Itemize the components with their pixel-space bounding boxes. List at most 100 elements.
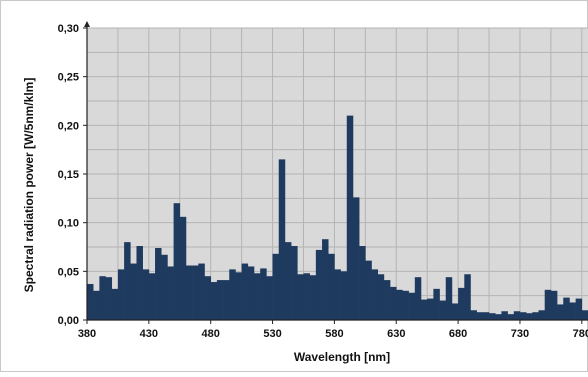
bar xyxy=(210,282,218,320)
bars-layer xyxy=(87,115,588,320)
bar xyxy=(439,300,447,320)
bar xyxy=(383,280,391,320)
bar xyxy=(501,311,508,320)
bar xyxy=(148,273,156,320)
bar xyxy=(173,203,181,320)
bar xyxy=(155,247,162,320)
bar xyxy=(161,254,168,320)
bar xyxy=(563,297,570,320)
bar xyxy=(272,253,280,320)
bar xyxy=(365,260,372,320)
bar xyxy=(544,289,552,320)
bar xyxy=(322,239,329,320)
bar xyxy=(581,310,588,320)
y-tick-label: 0,30 xyxy=(58,23,79,35)
x-tick-label: 730 xyxy=(511,328,529,340)
bar xyxy=(167,266,174,320)
bar xyxy=(458,287,465,320)
bar xyxy=(241,263,249,320)
bar xyxy=(390,286,397,320)
bar xyxy=(513,311,521,320)
bar xyxy=(309,275,317,320)
bar xyxy=(254,273,261,320)
bar xyxy=(229,269,236,320)
x-tick-label: 480 xyxy=(202,328,220,340)
x-tick-label: 580 xyxy=(325,328,343,340)
bar xyxy=(346,115,354,320)
bar xyxy=(278,159,286,320)
y-tick-label: 0,00 xyxy=(58,315,79,327)
bar xyxy=(377,274,385,320)
x-axis-title: Wavelength [nm] xyxy=(294,350,390,364)
bar xyxy=(532,312,539,320)
bar xyxy=(124,242,131,320)
bar xyxy=(408,292,416,320)
bar xyxy=(402,290,409,320)
bar xyxy=(179,216,187,320)
x-tick-label: 530 xyxy=(263,328,281,340)
bar xyxy=(433,288,440,320)
y-axis-title: Spectral radiation power [W/5nm/klm] xyxy=(22,78,36,293)
bar xyxy=(291,246,298,320)
bar xyxy=(315,249,323,320)
y-axis-arrow xyxy=(84,21,90,27)
bar xyxy=(470,310,477,320)
bar xyxy=(223,280,230,320)
ticks-layer: 0,00 0,05 0,10 0,15 0,20 0,25 0,30 380 430 480 530… xyxy=(58,23,588,340)
bar xyxy=(216,280,224,320)
bar xyxy=(260,268,267,320)
bar xyxy=(575,298,583,320)
bar xyxy=(142,269,150,320)
bar xyxy=(204,276,212,320)
y-tick-label: 0,05 xyxy=(58,266,79,278)
bar xyxy=(371,269,379,320)
bar xyxy=(105,277,113,320)
x-tick-label: 630 xyxy=(387,328,405,340)
bar xyxy=(185,265,193,320)
bar xyxy=(87,283,94,320)
bar xyxy=(136,246,143,320)
bar xyxy=(427,298,434,320)
bar xyxy=(495,314,502,320)
bar xyxy=(550,290,558,320)
bar xyxy=(334,269,341,320)
bar xyxy=(451,303,459,320)
y-tick-label: 0,10 xyxy=(58,218,79,230)
bar xyxy=(557,304,564,320)
bar xyxy=(526,313,533,320)
bar xyxy=(421,299,428,320)
x-tick-label: 780 xyxy=(573,328,588,340)
x-tick-label: 380 xyxy=(78,328,96,340)
bar xyxy=(489,313,496,320)
bar xyxy=(266,276,273,320)
bar xyxy=(482,312,490,320)
bar xyxy=(130,263,137,320)
bar xyxy=(297,274,304,320)
bar xyxy=(414,277,422,320)
bar xyxy=(352,197,360,320)
bar xyxy=(111,288,119,320)
bar xyxy=(507,314,515,320)
x-tick-label: 680 xyxy=(449,328,467,340)
axes-layer xyxy=(84,21,588,321)
bar xyxy=(476,312,484,320)
y-tick-label: 0,15 xyxy=(58,169,79,181)
bar xyxy=(340,271,348,320)
bar xyxy=(192,265,199,320)
bar xyxy=(235,272,242,320)
y-tick-label: 0,25 xyxy=(58,72,79,84)
bar xyxy=(445,277,453,320)
x-tick-label: 430 xyxy=(140,328,158,340)
bar xyxy=(538,310,546,320)
bar xyxy=(569,302,576,320)
bar xyxy=(284,242,292,320)
bar xyxy=(198,263,205,320)
bar xyxy=(519,312,527,320)
bar xyxy=(396,289,403,320)
bar xyxy=(247,266,255,320)
y-tick-label: 0,20 xyxy=(58,120,79,132)
bar xyxy=(328,253,335,320)
bar xyxy=(93,290,100,320)
